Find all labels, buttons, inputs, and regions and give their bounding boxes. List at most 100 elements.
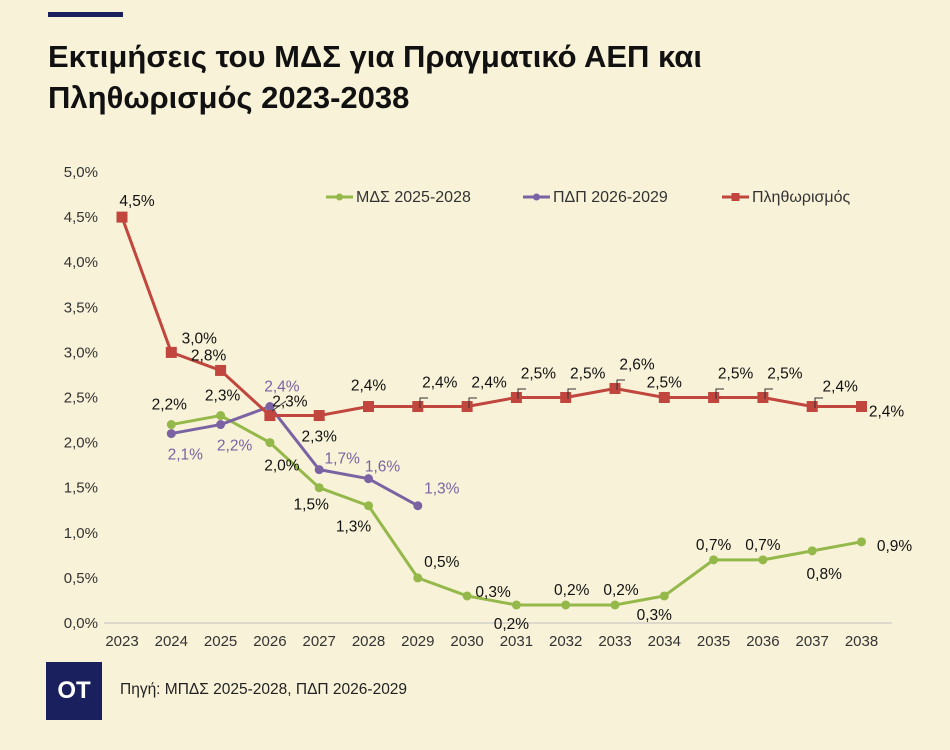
inflation-point: [461, 401, 473, 413]
legend-marker-pdp: [533, 193, 540, 201]
mds-point: [462, 591, 472, 601]
label-leader-line: [419, 397, 428, 408]
mds-data-label: 0,9%: [877, 538, 913, 555]
mds-point: [364, 501, 373, 511]
inflation-data-label: 2,5%: [647, 375, 683, 392]
pdp-point: [216, 420, 226, 430]
inflation-data-label: 2,6%: [619, 356, 655, 373]
y-tick-label: 5,0%: [64, 164, 98, 181]
inflation-point: [412, 401, 424, 413]
inflation-point: [658, 392, 670, 403]
inflation-data-label: 2,3%: [302, 429, 338, 446]
pdp-point: [166, 429, 176, 439]
mds-point: [511, 600, 521, 610]
mds-data-label: 0,7%: [696, 537, 732, 554]
y-tick-label: 0,5%: [64, 570, 98, 587]
x-tick-label: 2027: [303, 633, 336, 650]
label-leader-line: [517, 388, 526, 399]
top-accent-rule: [48, 12, 123, 17]
mds-point: [265, 438, 275, 448]
label-leader-line: [468, 397, 477, 408]
mds-data-label: 0,2%: [603, 582, 639, 599]
x-tick-label: 2025: [204, 633, 237, 650]
legend-label-pdp: ΠΔΠ 2026-2029: [553, 189, 668, 206]
mds-data-label: 0,2%: [494, 616, 530, 633]
inflation-point: [510, 392, 522, 403]
inflation-point: [313, 410, 325, 422]
y-tick-label: 2,0%: [64, 435, 98, 452]
inflation-data-label: 2,5%: [570, 366, 606, 383]
mds-data-label: 0,5%: [424, 554, 460, 571]
y-tick-label: 4,5%: [64, 209, 98, 226]
inflation-point: [806, 401, 818, 413]
pdp-point: [314, 465, 324, 475]
label-leader-line: [271, 400, 287, 412]
pdp-data-label: 2,2%: [217, 438, 253, 455]
y-tick-label: 4,0%: [64, 254, 98, 271]
legend-label-inflation: Πληθωρισμός: [752, 189, 850, 206]
mds-data-label: 2,0%: [264, 458, 300, 475]
mds-point: [857, 537, 866, 547]
inflation-data-label: 2,4%: [869, 404, 905, 421]
pdp-point: [413, 501, 423, 511]
inflation-point: [363, 401, 374, 413]
x-tick-label: 2035: [697, 633, 730, 650]
mds-data-label: 2,2%: [152, 397, 188, 414]
label-leader-line: [814, 397, 823, 408]
inflation-point: [609, 382, 621, 394]
label-leader-line: [715, 388, 724, 399]
mds-data-label: 1,5%: [294, 497, 330, 514]
label-leader-line: [616, 379, 625, 390]
x-tick-label: 2026: [253, 633, 286, 650]
mds-data-label: 2,3%: [205, 388, 241, 405]
inflation-point: [757, 392, 769, 403]
inflation-point: [165, 346, 177, 358]
mds-point: [758, 555, 768, 565]
x-tick-label: 2031: [500, 633, 533, 650]
mds-data-label: 0,8%: [807, 566, 843, 583]
inflation-data-label: 4,5%: [119, 193, 155, 210]
inflation-data-label: 2,5%: [767, 366, 803, 383]
legend-marker-mds: [336, 193, 343, 201]
x-tick-label: 2030: [450, 633, 483, 650]
mds-data-label: 0,3%: [637, 607, 673, 624]
y-tick-label: 1,0%: [64, 525, 98, 542]
y-tick-label: 3,0%: [64, 344, 98, 361]
mds-point: [659, 591, 669, 601]
x-tick-label: 2029: [401, 633, 434, 650]
inflation-point: [264, 410, 276, 422]
pdp-series-line: [171, 405, 419, 508]
y-tick-label: 1,5%: [64, 480, 98, 497]
mds-series-line: [171, 414, 862, 607]
inflation-data-label: 2,4%: [422, 375, 458, 392]
ot-logo-text: OT: [57, 677, 91, 704]
y-tick-label: 2,5%: [64, 390, 98, 407]
mds-data-label: 0,3%: [475, 584, 511, 601]
x-tick-label: 2032: [549, 633, 582, 650]
chart-title: Εκτιμήσεις του ΜΔΣ για Πραγματικό ΑΕΠ κα…: [48, 36, 908, 118]
inflation-data-label: 2,5%: [521, 366, 557, 383]
x-tick-label: 2024: [155, 633, 188, 650]
y-tick-label: 0,0%: [64, 615, 98, 632]
ot-logo: OT: [46, 662, 102, 720]
mds-point: [561, 600, 571, 610]
pdp-data-label: 2,4%: [264, 379, 300, 396]
x-tick-label: 2038: [845, 633, 878, 650]
inflation-data-label: 2,3%: [272, 394, 308, 411]
inflation-data-label: 2,8%: [191, 347, 227, 364]
mds-point: [314, 483, 324, 493]
pdp-data-label: 2,1%: [168, 447, 204, 464]
inflation-point: [560, 392, 572, 403]
inflation-point: [116, 211, 128, 223]
inflation-point: [856, 401, 867, 413]
mds-data-label: 0,7%: [745, 537, 781, 554]
inflation-data-label: 2,5%: [718, 366, 754, 383]
chart-title-line-1: Εκτιμήσεις του ΜΔΣ για Πραγματικό ΑΕΠ κα…: [48, 39, 702, 74]
mds-point: [166, 420, 176, 430]
x-tick-label: 2028: [352, 633, 385, 650]
inflation-data-label: 2,4%: [351, 378, 387, 395]
pdp-data-label: 1,6%: [365, 459, 401, 476]
inflation-data-label: 2,4%: [823, 379, 859, 396]
mds-point: [610, 600, 620, 610]
